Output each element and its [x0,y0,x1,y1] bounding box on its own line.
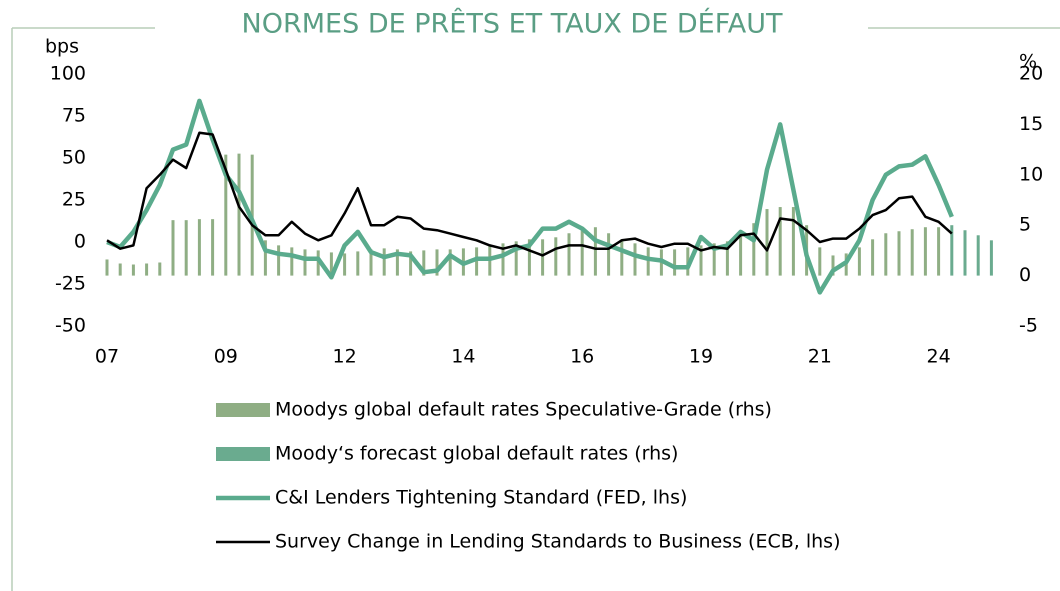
x-tick-label: 19 [689,346,713,368]
bar [593,227,597,276]
bar [976,235,980,276]
y2-tick-label: 15 [1019,113,1043,135]
legend-label: Moodys global default rates Speculative-… [275,399,772,421]
bar [699,245,703,276]
bar [554,237,558,276]
legend-label: Survey Change in Lending Standards to Bu… [275,531,840,553]
legend-swatch [216,403,270,417]
line [106,98,954,295]
bar [910,229,914,276]
bar [607,233,611,276]
bar [171,220,175,276]
bar [580,229,584,276]
y-axis-label: bps [45,36,79,58]
bar [501,243,505,276]
y2-tick-label: 10 [1019,163,1043,185]
bar [369,249,373,276]
bar [686,247,690,276]
bar [448,249,452,276]
x-tick-label: 16 [570,346,594,368]
bar [923,227,927,276]
x-tick-label: 07 [95,346,119,368]
y2-axis-label: % [1019,51,1037,73]
bar [884,233,888,276]
bar [145,263,149,276]
bar [184,220,188,276]
bar [224,154,228,276]
bar [395,249,399,276]
bar [277,245,281,276]
bar [131,264,135,276]
y-tick-label: -25 [55,273,86,295]
bar [989,240,993,276]
x-tick-label: 24 [927,346,951,368]
bar [633,243,637,276]
legend-swatch [216,447,270,461]
bar [105,259,109,276]
bar [620,239,624,276]
y2-tick-label: 5 [1019,214,1031,236]
bar [356,251,360,276]
x-tick-label: 09 [214,346,238,368]
bar [646,247,650,276]
bar [673,249,677,276]
bar [950,225,954,276]
bar [567,233,571,276]
bar [791,207,795,276]
bar [237,153,241,276]
bar [857,247,861,276]
bar [831,255,835,276]
bar [382,248,386,276]
bar [725,241,729,276]
legend-label: Moody‘s forecast global default rates (r… [275,443,678,465]
x-tick-label: 21 [808,346,832,368]
bar [329,252,333,276]
y-tick-label: -50 [55,315,86,337]
line [106,131,953,257]
bar [290,247,294,276]
bar [343,253,347,276]
bar [871,239,875,276]
bar [197,219,201,276]
bar [541,239,545,276]
bar [778,207,782,276]
bar [422,250,426,276]
y-tick-label: 50 [62,147,86,169]
y2-tick-label: -5 [1019,315,1038,337]
legend-label: C&I Lenders Tightening Standard (FED, lh… [275,487,687,509]
y-tick-label: 0 [74,231,86,253]
x-tick-label: 14 [451,346,475,368]
bar [963,230,967,276]
bar [435,249,439,276]
y2-tick-label: 20 [1019,63,1043,85]
bar [118,263,122,276]
y-tick-label: 25 [62,189,86,211]
bar [937,227,941,276]
bar [765,209,769,276]
y-tick-label: 75 [62,105,86,127]
bar [263,240,267,276]
bar [316,250,320,276]
bar [514,241,518,276]
y2-tick-label: 0 [1019,264,1031,286]
bar [712,243,716,276]
bar [409,251,413,276]
bar [158,262,162,276]
x-tick-label: 12 [333,346,357,368]
bar [527,239,531,276]
chart-title: NORMES DE PRÊTS ET TAUX DE DÉFAUT [242,8,783,40]
bar [897,231,901,276]
bar [211,219,215,276]
bar [739,235,743,276]
bar [475,247,479,276]
bar [818,247,822,276]
bar [303,249,307,276]
bar [752,223,756,276]
y-tick-label: 100 [50,63,86,85]
